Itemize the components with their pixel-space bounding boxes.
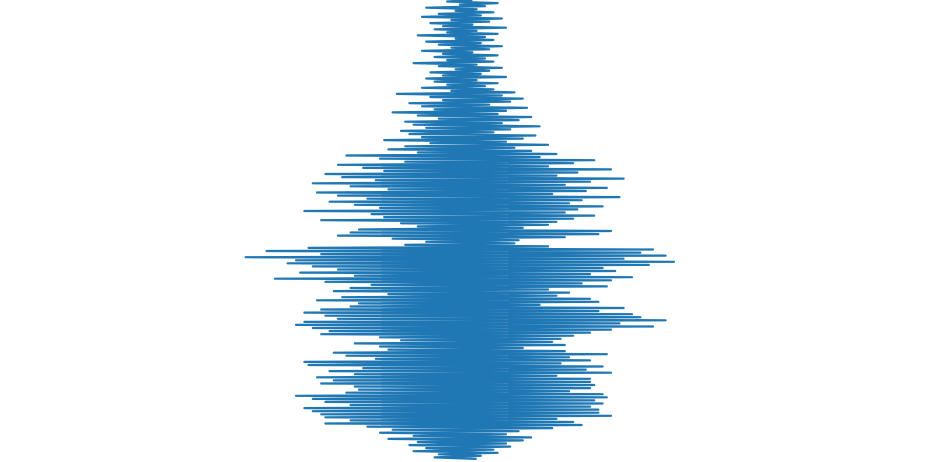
series-line-0	[244, 0, 676, 460]
